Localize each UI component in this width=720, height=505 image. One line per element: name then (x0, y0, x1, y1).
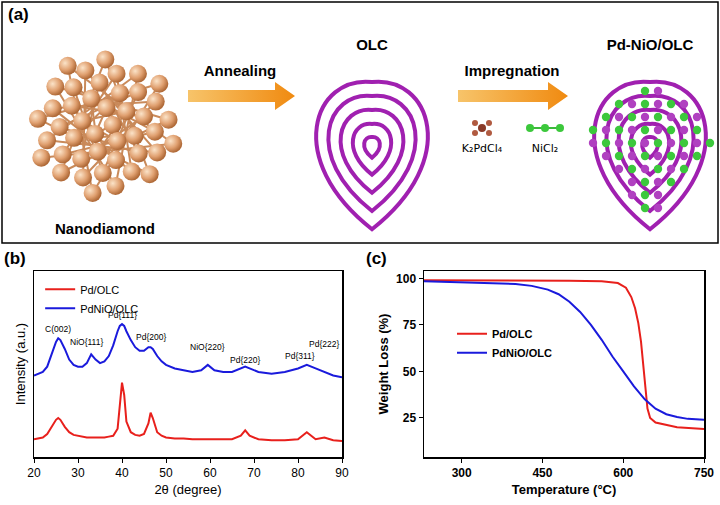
svg-text:Pd/OLC: Pd/OLC (80, 284, 119, 296)
svg-text:Pd{111}: Pd{111} (108, 310, 137, 320)
svg-text:C(002): C(002) (45, 324, 71, 334)
svg-text:NiO{220}: NiO{220} (190, 342, 225, 352)
svg-text:20: 20 (27, 466, 41, 480)
svg-text:Impregnation: Impregnation (464, 62, 559, 79)
svg-text:70: 70 (247, 466, 261, 480)
svg-text:NiCl₂: NiCl₂ (532, 142, 558, 155)
svg-text:30: 30 (71, 466, 85, 480)
svg-text:Weight Loss (%): Weight Loss (%) (376, 314, 391, 415)
svg-text:2θ (degree): 2θ (degree) (154, 482, 221, 497)
svg-text:90: 90 (335, 466, 349, 480)
svg-text:(a): (a) (8, 5, 29, 24)
svg-text:Pd{311}: Pd{311} (285, 351, 315, 361)
svg-text:K₂PdCl₄: K₂PdCl₄ (462, 142, 503, 155)
svg-text:Pd{222}: Pd{222} (309, 339, 339, 349)
svg-text:450: 450 (532, 466, 552, 480)
svg-text:60: 60 (203, 466, 217, 480)
svg-text:Pd{200}: Pd{200} (136, 332, 166, 342)
html-text:(b): (b) (4, 249, 26, 268)
svg-text:Annealing: Annealing (204, 62, 277, 79)
svg-text:PdNiO/OLC: PdNiO/OLC (492, 347, 552, 359)
svg-text:Nanodiamond: Nanodiamond (55, 220, 155, 237)
svg-text:PdNiO/OLC: PdNiO/OLC (80, 303, 138, 315)
svg-text:Temperature (°C): Temperature (°C) (512, 482, 617, 497)
svg-text:40: 40 (115, 466, 129, 480)
svg-text:75: 75 (403, 318, 417, 332)
svg-text:80: 80 (291, 466, 305, 480)
svg-text:Pd/OLC: Pd/OLC (492, 328, 532, 340)
svg-text:25: 25 (403, 411, 417, 425)
svg-text:Pd{220}: Pd{220} (230, 355, 260, 365)
svg-text:Pd-NiO/OLC: Pd-NiO/OLC (607, 36, 694, 53)
svg-text:OLC: OLC (356, 36, 388, 53)
html-text:(c): (c) (366, 249, 387, 268)
svg-text:300: 300 (452, 466, 472, 480)
svg-text:Intensity (a.u.): Intensity (a.u.) (13, 323, 28, 405)
svg-text:100: 100 (396, 272, 416, 286)
svg-text:600: 600 (613, 466, 633, 480)
svg-text:NiO{111}: NiO{111} (70, 337, 103, 347)
svg-text:50: 50 (159, 466, 173, 480)
svg-text:50: 50 (403, 365, 417, 379)
svg-text:750: 750 (694, 466, 714, 480)
